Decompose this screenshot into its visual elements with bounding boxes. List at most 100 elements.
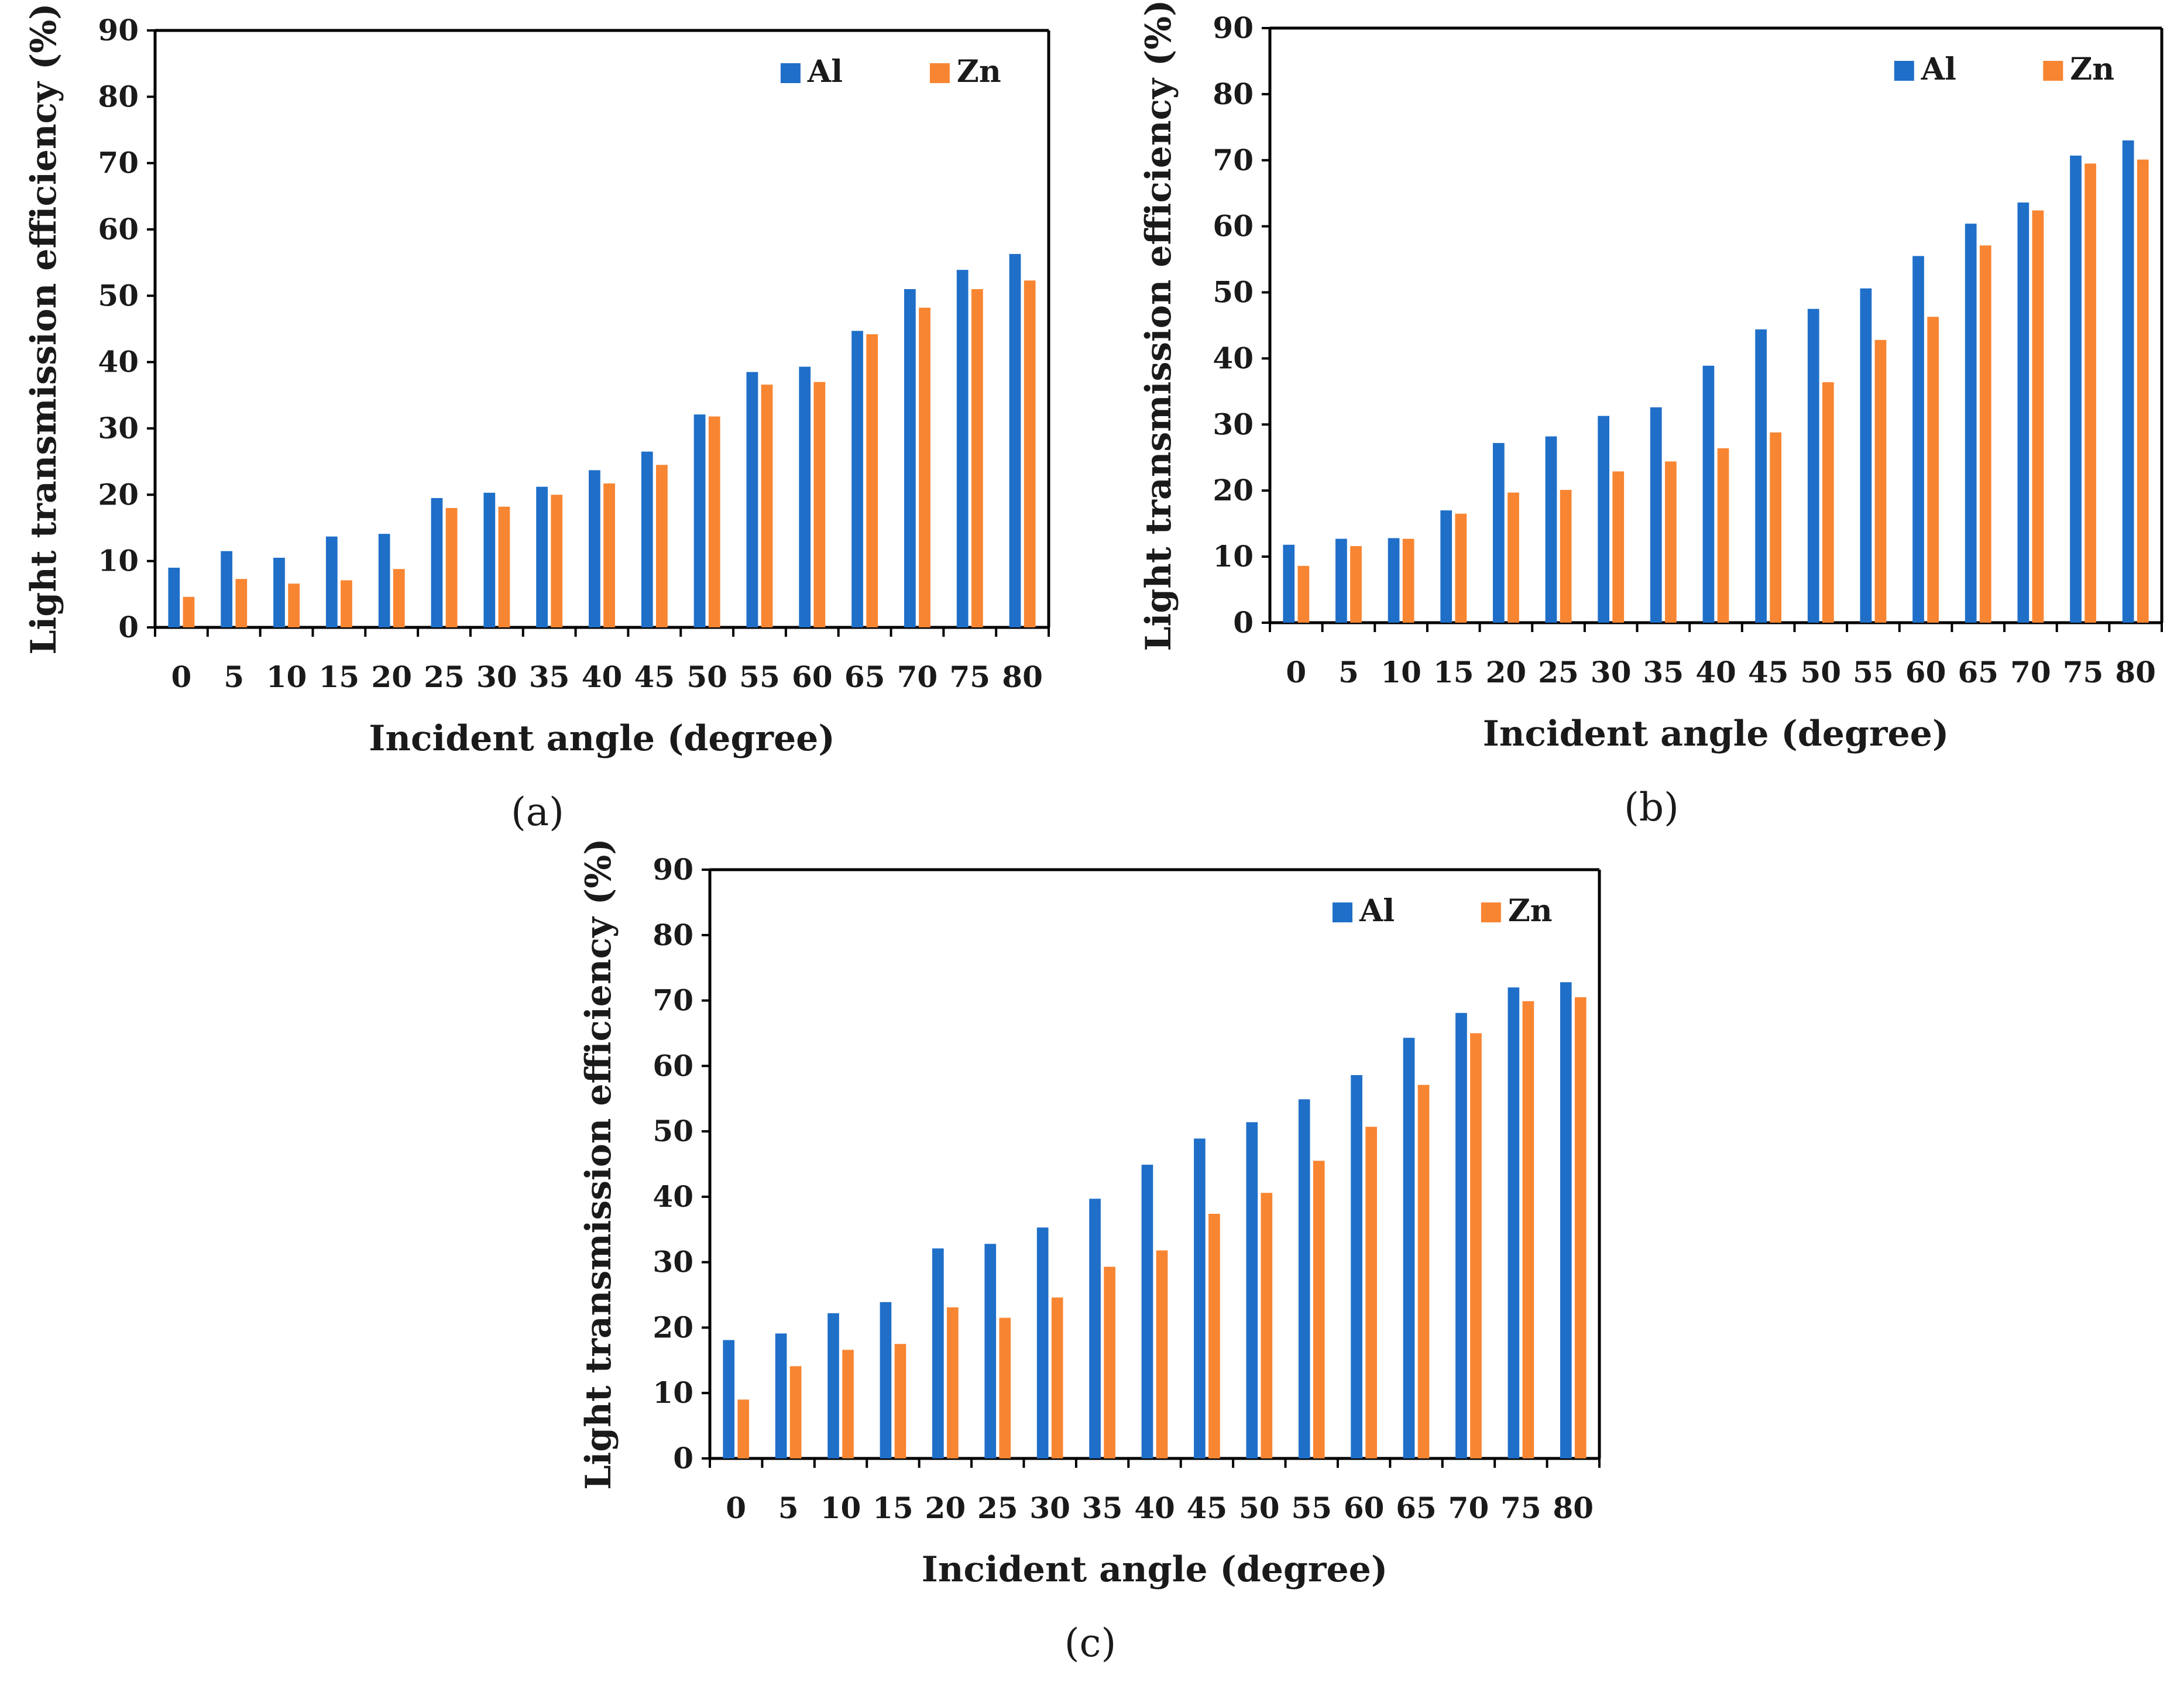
- x-tick-label: 55: [1291, 1491, 1332, 1525]
- bar-al: [1702, 365, 1715, 623]
- bar-al: [1507, 987, 1520, 1458]
- bar-al: [1440, 510, 1452, 623]
- bar-zn: [1350, 546, 1362, 623]
- x-axis-title: Incident angle (degree): [369, 718, 835, 759]
- legend-label-al: Al: [1921, 52, 1956, 87]
- y-tick-label: 20: [653, 1310, 693, 1344]
- y-tick-label: 70: [653, 983, 693, 1018]
- y-tick-label: 40: [653, 1179, 693, 1214]
- bar-zn: [919, 307, 930, 627]
- bar-zn: [1313, 1161, 1325, 1458]
- legend-label-al: Al: [807, 54, 843, 90]
- legend-label-zn: Zn: [2070, 52, 2114, 87]
- bar-zn: [1104, 1266, 1115, 1458]
- panel-label: (a): [511, 789, 564, 835]
- bar-al: [1598, 416, 1610, 623]
- bar-zn: [999, 1317, 1011, 1458]
- x-tick-label: 15: [319, 660, 360, 694]
- bar-zn: [445, 508, 458, 627]
- x-tick-label: 5: [224, 660, 244, 694]
- legend-label-al: Al: [1359, 893, 1395, 929]
- x-axis-title: Incident angle (degree): [1483, 713, 1949, 754]
- bar-al: [746, 372, 758, 627]
- y-tick-label: 30: [1213, 407, 1254, 441]
- bar-zn: [1717, 448, 1729, 623]
- bar-al: [984, 1244, 997, 1458]
- bar-al: [1246, 1122, 1258, 1458]
- y-tick-label: 0: [673, 1441, 693, 1475]
- x-tick-label: 35: [529, 660, 570, 694]
- x-tick-label: 10: [820, 1491, 861, 1525]
- x-tick-label: 70: [1448, 1491, 1489, 1525]
- x-tick-label: 75: [2063, 655, 2104, 689]
- bar-zn: [2085, 163, 2096, 623]
- x-tick-label: 65: [1958, 655, 1998, 689]
- x-tick-label: 30: [1591, 655, 1632, 689]
- y-tick-label: 50: [1213, 275, 1254, 310]
- bar-al: [1493, 442, 1505, 623]
- bar-al: [1403, 1038, 1415, 1458]
- x-tick-label: 30: [1029, 1491, 1070, 1525]
- bar-al: [775, 1333, 787, 1458]
- legend-swatch-al: [1894, 61, 1914, 81]
- bar-zn: [1770, 432, 1782, 623]
- bar-zn: [866, 334, 878, 627]
- bar-al: [1545, 436, 1557, 623]
- y-tick-label: 60: [653, 1048, 693, 1083]
- bar-zn: [1455, 513, 1467, 623]
- bar-al: [1560, 982, 1572, 1458]
- x-tick-label: 0: [726, 1491, 746, 1525]
- y-tick-label: 70: [98, 146, 139, 180]
- bar-al: [904, 289, 916, 627]
- y-tick-label: 80: [653, 918, 693, 952]
- x-tick-label: 35: [1082, 1491, 1123, 1525]
- x-tick-label: 45: [1187, 1491, 1228, 1525]
- y-tick-label: 80: [98, 79, 139, 114]
- y-tick-label: 20: [98, 477, 139, 512]
- x-tick-label: 50: [1239, 1491, 1280, 1525]
- x-tick-label: 60: [792, 660, 833, 694]
- bar-zn: [656, 465, 668, 627]
- legend-swatch-zn: [929, 63, 950, 83]
- legend-label-zn: Zn: [957, 54, 1001, 90]
- legend: Al Zn: [780, 54, 1001, 90]
- bar-al: [221, 551, 233, 627]
- bar-zn: [971, 289, 983, 627]
- bar-al: [1388, 538, 1400, 623]
- legend-swatch-al: [780, 63, 801, 83]
- y-tick-label: 90: [98, 13, 139, 47]
- bar-zn: [1612, 471, 1625, 623]
- bar-al: [589, 470, 600, 627]
- x-tick-label: 75: [949, 660, 990, 694]
- y-tick-label: 10: [98, 544, 139, 578]
- y-tick-label: 0: [1233, 605, 1254, 640]
- bar-al: [2017, 202, 2030, 623]
- y-tick-label: 40: [98, 345, 139, 379]
- y-tick-label: 0: [118, 610, 139, 644]
- bar-al: [1141, 1165, 1153, 1458]
- bar-al: [273, 558, 285, 627]
- bar-zn: [1927, 317, 1939, 623]
- bar-al: [1650, 407, 1662, 623]
- legend-swatch-zn: [2043, 61, 2063, 81]
- x-axis-title: Incident angle (degree): [922, 1549, 1388, 1590]
- bar-zn: [813, 382, 826, 627]
- x-tick-label: 20: [925, 1491, 966, 1525]
- bar-al: [1036, 1227, 1049, 1458]
- bar-zn: [1822, 382, 1834, 623]
- x-tick-label: 80: [2115, 655, 2156, 689]
- bar-zn: [1665, 461, 1677, 623]
- x-tick-label: 20: [371, 660, 412, 694]
- y-axis-title: Light transmission efficiency (%): [23, 3, 64, 654]
- panel-label: (c): [1064, 1621, 1116, 1666]
- x-tick-label: 40: [1695, 655, 1736, 689]
- bar-zn: [894, 1344, 906, 1458]
- bar-al: [168, 568, 180, 627]
- y-tick-label: 10: [653, 1375, 693, 1410]
- bar-zn: [1365, 1127, 1377, 1458]
- legend-swatch-zn: [1481, 902, 1501, 922]
- legend-label-zn: Zn: [1508, 893, 1553, 929]
- bar-zn: [288, 583, 300, 627]
- x-tick-label: 0: [1286, 655, 1306, 689]
